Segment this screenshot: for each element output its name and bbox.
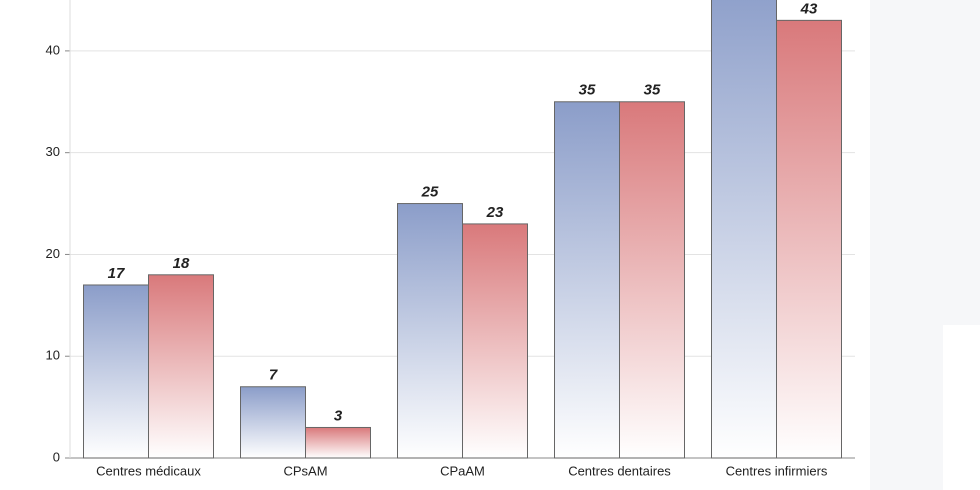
- x-tick-label: CPaAM: [440, 463, 485, 478]
- value-label: 3: [334, 407, 343, 424]
- x-tick-label: Centres médicaux: [96, 463, 201, 478]
- x-tick-label: Centres dentaires: [568, 463, 671, 478]
- value-label: 7: [269, 367, 278, 384]
- bar: [554, 101, 620, 459]
- bar: [462, 223, 528, 459]
- y-tick-label: 30: [46, 144, 60, 159]
- side-panel-card: [943, 325, 980, 490]
- y-tick-label: 40: [46, 42, 60, 57]
- y-tick-label: 0: [53, 449, 60, 464]
- value-label: 25: [421, 184, 439, 201]
- value-label: 23: [486, 204, 504, 221]
- y-tick-label: 10: [46, 348, 60, 363]
- y-tick-label: 20: [46, 246, 60, 261]
- x-tick-label: Centres infirmiers: [726, 463, 828, 478]
- bar: [148, 274, 214, 459]
- value-label: 17: [108, 265, 125, 282]
- value-label: 43: [800, 0, 818, 17]
- bar: [397, 203, 463, 459]
- bar: [619, 101, 685, 459]
- value-label: 35: [579, 82, 596, 99]
- bar: [240, 386, 306, 459]
- bar: [711, 0, 777, 459]
- bar: [305, 426, 371, 459]
- x-tick-label: CPsAM: [283, 463, 327, 478]
- bar: [83, 284, 149, 459]
- value-label: 18: [173, 255, 190, 272]
- bar: [776, 19, 842, 459]
- value-label: 35: [644, 82, 661, 99]
